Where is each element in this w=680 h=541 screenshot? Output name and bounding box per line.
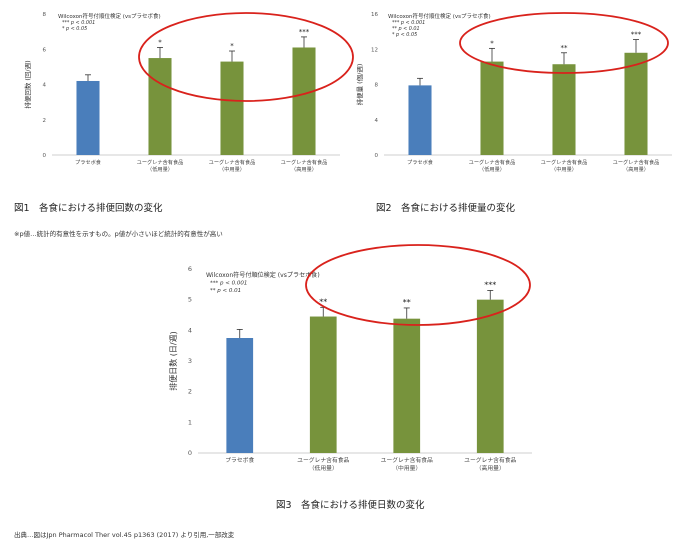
chart1-ytick-label: 0 (43, 153, 47, 159)
chart1-category-label: プラセボ食 (75, 158, 102, 166)
chart2-ytick-label: 4 (375, 118, 379, 124)
chart3-highlight-ellipse (305, 244, 531, 326)
chart3-bar (393, 318, 421, 453)
chart3-category-label: ユーグレナ含有食品 (297, 456, 349, 464)
chart2-significance-mark: ** (561, 44, 569, 52)
chart3-bar (476, 299, 504, 453)
chart2-ytick-label: 12 (371, 47, 378, 53)
chart3-legend-entry: ** p < 0.01 (210, 288, 241, 294)
chart1-significance-mark: *** (299, 28, 310, 36)
chart3-category-label: （低用量） (309, 464, 338, 472)
chart1-ytick-label: 6 (43, 47, 47, 53)
chart1-category-label: ユーグレナ含有食品 (281, 158, 328, 166)
chart1-bar (76, 80, 100, 155)
chart3-category-label: ユーグレナ含有食品 (464, 456, 516, 464)
chart2-category-label: ユーグレナ含有食品 (541, 158, 588, 166)
chart3-category-label: （中用量） (392, 464, 421, 472)
chart1-bar (220, 61, 244, 155)
chart1-ytick-label: 2 (43, 118, 47, 124)
chart3-significance-mark: *** (484, 280, 496, 289)
chart2-category-label: （低用量） (479, 165, 505, 173)
chart1-category-label: （中用量） (219, 165, 245, 173)
chart3-ytick-label: 4 (188, 326, 192, 334)
chart2-category-label: （高用量） (623, 165, 649, 173)
chart2-bar (480, 61, 504, 155)
chart3-legend-entry: Wilcoxon符号付順位検定 (vsプラセボ食) (206, 271, 320, 279)
chart2-category-label: ユーグレナ含有食品 (469, 158, 516, 166)
chart2-y-axis-label: 排便量 (個/週) (355, 64, 364, 106)
chart1-significance-mark: * (158, 38, 162, 46)
chart2-significance-mark: *** (631, 31, 642, 39)
chart3-ytick-label: 6 (188, 265, 192, 273)
chart2-ytick-label: 0 (375, 153, 379, 159)
chart1-y-axis-label: 排便回数 (回/週) (23, 60, 32, 108)
chart2-bar (552, 64, 576, 155)
chart1-category-label: ユーグレナ含有食品 (137, 158, 184, 166)
chart2-legend-entry: *** p < 0.001 (392, 20, 425, 26)
chart2-category-label: プラセボ食 (407, 158, 434, 166)
chart1-legend-entry: * p < 0.05 (62, 26, 87, 32)
figure3-caption: 図3 各食における排便日数の変化 (276, 500, 425, 511)
chart3-category-label: ユーグレナ含有食品 (381, 456, 433, 464)
chart3-ytick-label: 3 (188, 357, 192, 365)
chart2-highlight-ellipse (459, 12, 669, 74)
chart3-bar (226, 338, 254, 453)
chart2-bar (408, 85, 432, 155)
chart3-y-axis-label: 排便日数 (日/週) (168, 331, 178, 390)
source-citation: 出典…図はJpn Pharmacol Ther vol.45 p1363 (20… (14, 531, 235, 539)
chart2-legend-entry: Wilcoxon符号付順位検定 (vsプラセボ食) (388, 12, 491, 20)
chart3-category-label: （高用量） (476, 464, 505, 472)
chart1-bar (148, 58, 172, 155)
chart3-category-label: プラセボ食 (225, 456, 254, 464)
chart2-significance-mark: * (490, 39, 494, 47)
chart2-category-label: ユーグレナ含有食品 (613, 158, 660, 166)
chart3-significance-mark: ** (403, 298, 411, 307)
chart2-legend-entry: * p < 0.05 (392, 32, 417, 38)
chart3-ytick-label: 5 (188, 296, 192, 304)
chart1-legend-entry: Wilcoxon符号付順位検定 (vsプラセボ食) (58, 12, 161, 20)
chart1-significance-mark: * (230, 42, 234, 50)
chart1-category-label: （低用量） (147, 165, 173, 173)
chart3-ytick-label: 1 (188, 418, 192, 426)
chart3-ytick-label: 0 (188, 449, 192, 457)
chart1-ytick-label: 4 (43, 83, 47, 89)
chart3-legend-entry: *** p < 0.001 (210, 281, 247, 287)
chart2-ytick-label: 8 (375, 83, 379, 89)
chart1-category-label: （高用量） (291, 165, 317, 173)
chart2-category-label: （中用量） (551, 165, 577, 173)
chart3-bar (309, 316, 337, 453)
chart1-ytick-label: 8 (43, 12, 47, 18)
chart2-legend-entry: ** p < 0.01 (392, 26, 420, 32)
chart1-bar (292, 47, 316, 155)
figure1-caption: 図1 各食における排便回数の変化 (14, 203, 163, 214)
figure2-caption: 図2 各食における排便量の変化 (376, 203, 516, 214)
p-value-note: ※p値…統計的有意性を示すもの。p値が小さいほど統計的有意性が高い (14, 230, 223, 238)
chart3-significance-mark: ** (319, 297, 327, 306)
chart2-bar (624, 52, 648, 155)
chart3-ytick-label: 2 (188, 388, 192, 396)
chart1-highlight-ellipse (138, 12, 354, 102)
chart2-ytick-label: 16 (371, 12, 378, 18)
chart1-legend-entry: *** p < 0.001 (62, 20, 95, 26)
chart1-category-label: ユーグレナ含有食品 (209, 158, 256, 166)
